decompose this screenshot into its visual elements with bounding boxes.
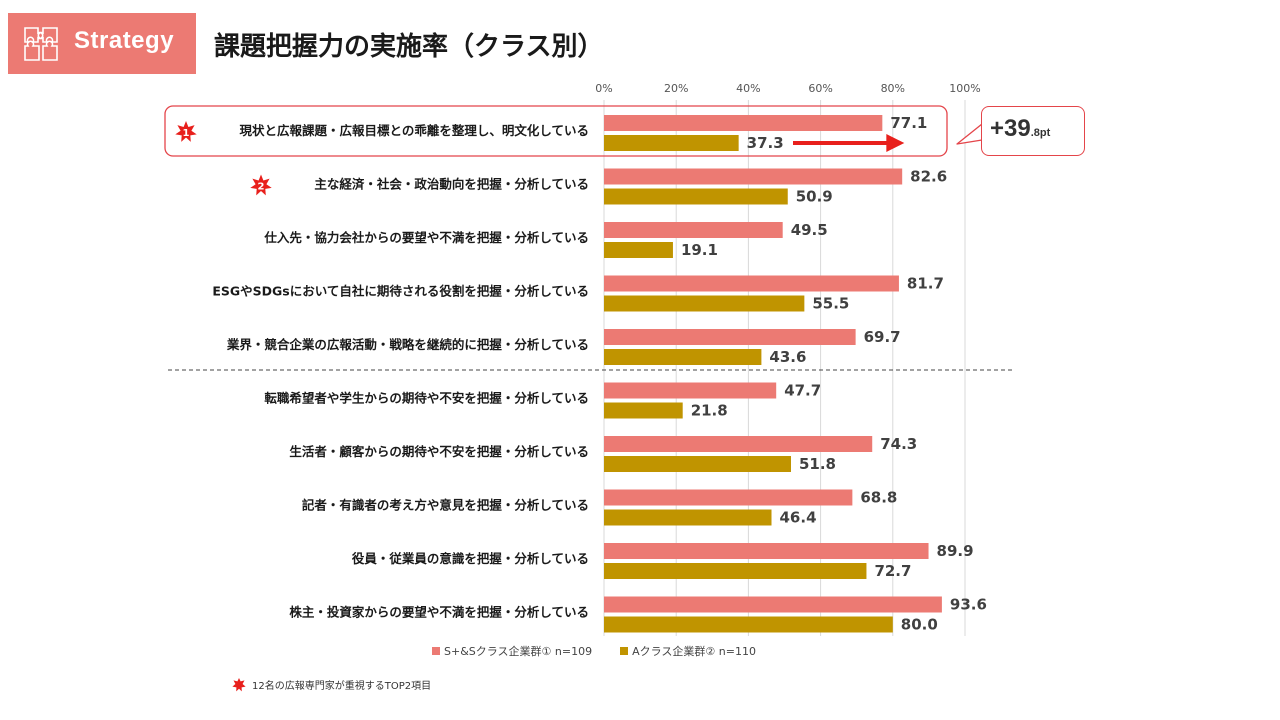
legend-item-series1: S+&Sクラス企業群① n=109 (432, 643, 592, 659)
category-label: 業界・競合企業の広報活動・戦略を継続的に把握・分析している (226, 337, 589, 352)
arrow-head (886, 134, 905, 152)
bar-series1 (604, 329, 856, 345)
puzzle-icon (24, 27, 58, 61)
bar-series1 (604, 436, 873, 452)
data-label-series2: 50.9 (796, 188, 833, 206)
bar-series1 (604, 596, 942, 613)
star-badge-icon (232, 677, 246, 691)
data-label-series1: 47.7 (784, 382, 821, 400)
data-label-series1: 68.8 (860, 489, 897, 507)
data-label-series1: 77.1 (890, 114, 927, 132)
difference-callout: +39.8pt (981, 106, 1085, 156)
bar-series2 (604, 509, 772, 526)
bar-series2 (604, 188, 788, 205)
tick-label-5: 100% (949, 82, 980, 95)
highlight-box (164, 105, 948, 157)
bar-series1 (604, 275, 899, 292)
bar-series2 (604, 616, 893, 633)
data-label-series2: 55.5 (812, 295, 849, 313)
data-label-series2: 21.8 (691, 402, 728, 420)
bar-series1 (604, 489, 853, 506)
data-label-series2: 72.7 (874, 562, 911, 580)
footnote-text: 12名の広報専門家が重視するTOP2項目 (252, 681, 432, 692)
data-label-series1: 74.3 (880, 435, 917, 453)
tick-label-4: 80% (881, 82, 905, 95)
bar-series1 (604, 382, 777, 399)
bar-series2 (604, 456, 791, 472)
bar-series1 (604, 222, 783, 238)
strategy-tag: Strategy (8, 13, 196, 74)
callout-suffix: .8pt (1030, 127, 1051, 139)
page-title: 課題把握力の実施率（クラス別） (214, 32, 604, 62)
data-label-series2: 46.4 (780, 509, 817, 527)
bar-series2 (604, 242, 673, 258)
callout-pointer (956, 123, 983, 145)
legend-swatch-series1 (432, 647, 440, 655)
category-label: 株主・投資家からの要望や不満を把握・分析している (289, 605, 589, 620)
data-label-series1: 93.6 (950, 596, 987, 614)
data-label-series2: 37.3 (747, 134, 784, 152)
category-label: 記者・有識者の考え方や意見を把握・分析している (302, 498, 589, 513)
category-label: 仕入先・協力会社からの要望や不満を把握・分析している (263, 230, 589, 245)
bar-series1 (604, 115, 883, 131)
legend-swatch-series2 (620, 647, 629, 655)
legend-label-series2: Aクラス企業群② n=110 (632, 645, 756, 658)
bar-series1 (604, 168, 903, 185)
legend-label-series1: S+&Sクラス企業群① n=109 (444, 645, 593, 658)
bar-series2 (604, 402, 683, 419)
data-label-series1: 49.5 (791, 221, 828, 239)
category-label: ESGやSDGsにおいて自社に期待される役割を把握・分析している (212, 284, 589, 299)
data-label-series1: 82.6 (910, 168, 947, 186)
category-label: 転職希望者や学生からの期待や不安を把握・分析している (264, 391, 589, 406)
data-label-series2: 51.8 (799, 455, 836, 473)
data-label-series2: 43.6 (769, 348, 806, 366)
tick-label-0: 0% (595, 82, 612, 95)
star-badge-number: 1 (183, 128, 190, 139)
footnote: 12名の広報専門家が重視するTOP2項目 (232, 677, 431, 692)
tick-label-3: 60% (808, 82, 832, 95)
data-label-series1: 81.7 (907, 275, 944, 293)
tick-label-1: 20% (664, 82, 688, 95)
bar-series2 (604, 563, 867, 579)
callout-value: +39 (990, 115, 1031, 142)
star-badge-icon (175, 121, 197, 142)
bar-series1 (604, 543, 929, 559)
chart-legend: S+&Sクラス企業群① n=109 Aクラス企業群② n=110 (432, 643, 756, 659)
data-label-series1: 89.9 (937, 542, 974, 560)
star-badge-icon (250, 174, 272, 196)
category-label: 主な経済・社会・政治動向を把握・分析している (314, 177, 589, 192)
star-badge-number: 2 (258, 182, 265, 193)
bar-series2 (604, 135, 739, 151)
tick-label-2: 40% (736, 82, 760, 95)
data-label-series2: 80.0 (901, 616, 938, 634)
data-label-series2: 19.1 (681, 241, 718, 259)
bar-series2 (604, 295, 805, 312)
legend-item-series2: Aクラス企業群② n=110 (620, 643, 756, 659)
strategy-label: Strategy (74, 27, 175, 54)
category-label: 現状と広報課題・広報目標との乖離を整理し、明文化している (239, 123, 589, 138)
data-label-series1: 69.7 (864, 328, 901, 346)
category-label: 生活者・顧客からの期待や不安を把握・分析している (289, 444, 589, 459)
bar-series2 (604, 349, 762, 365)
category-label: 役員・従業員の意識を把握・分析している (352, 551, 589, 566)
